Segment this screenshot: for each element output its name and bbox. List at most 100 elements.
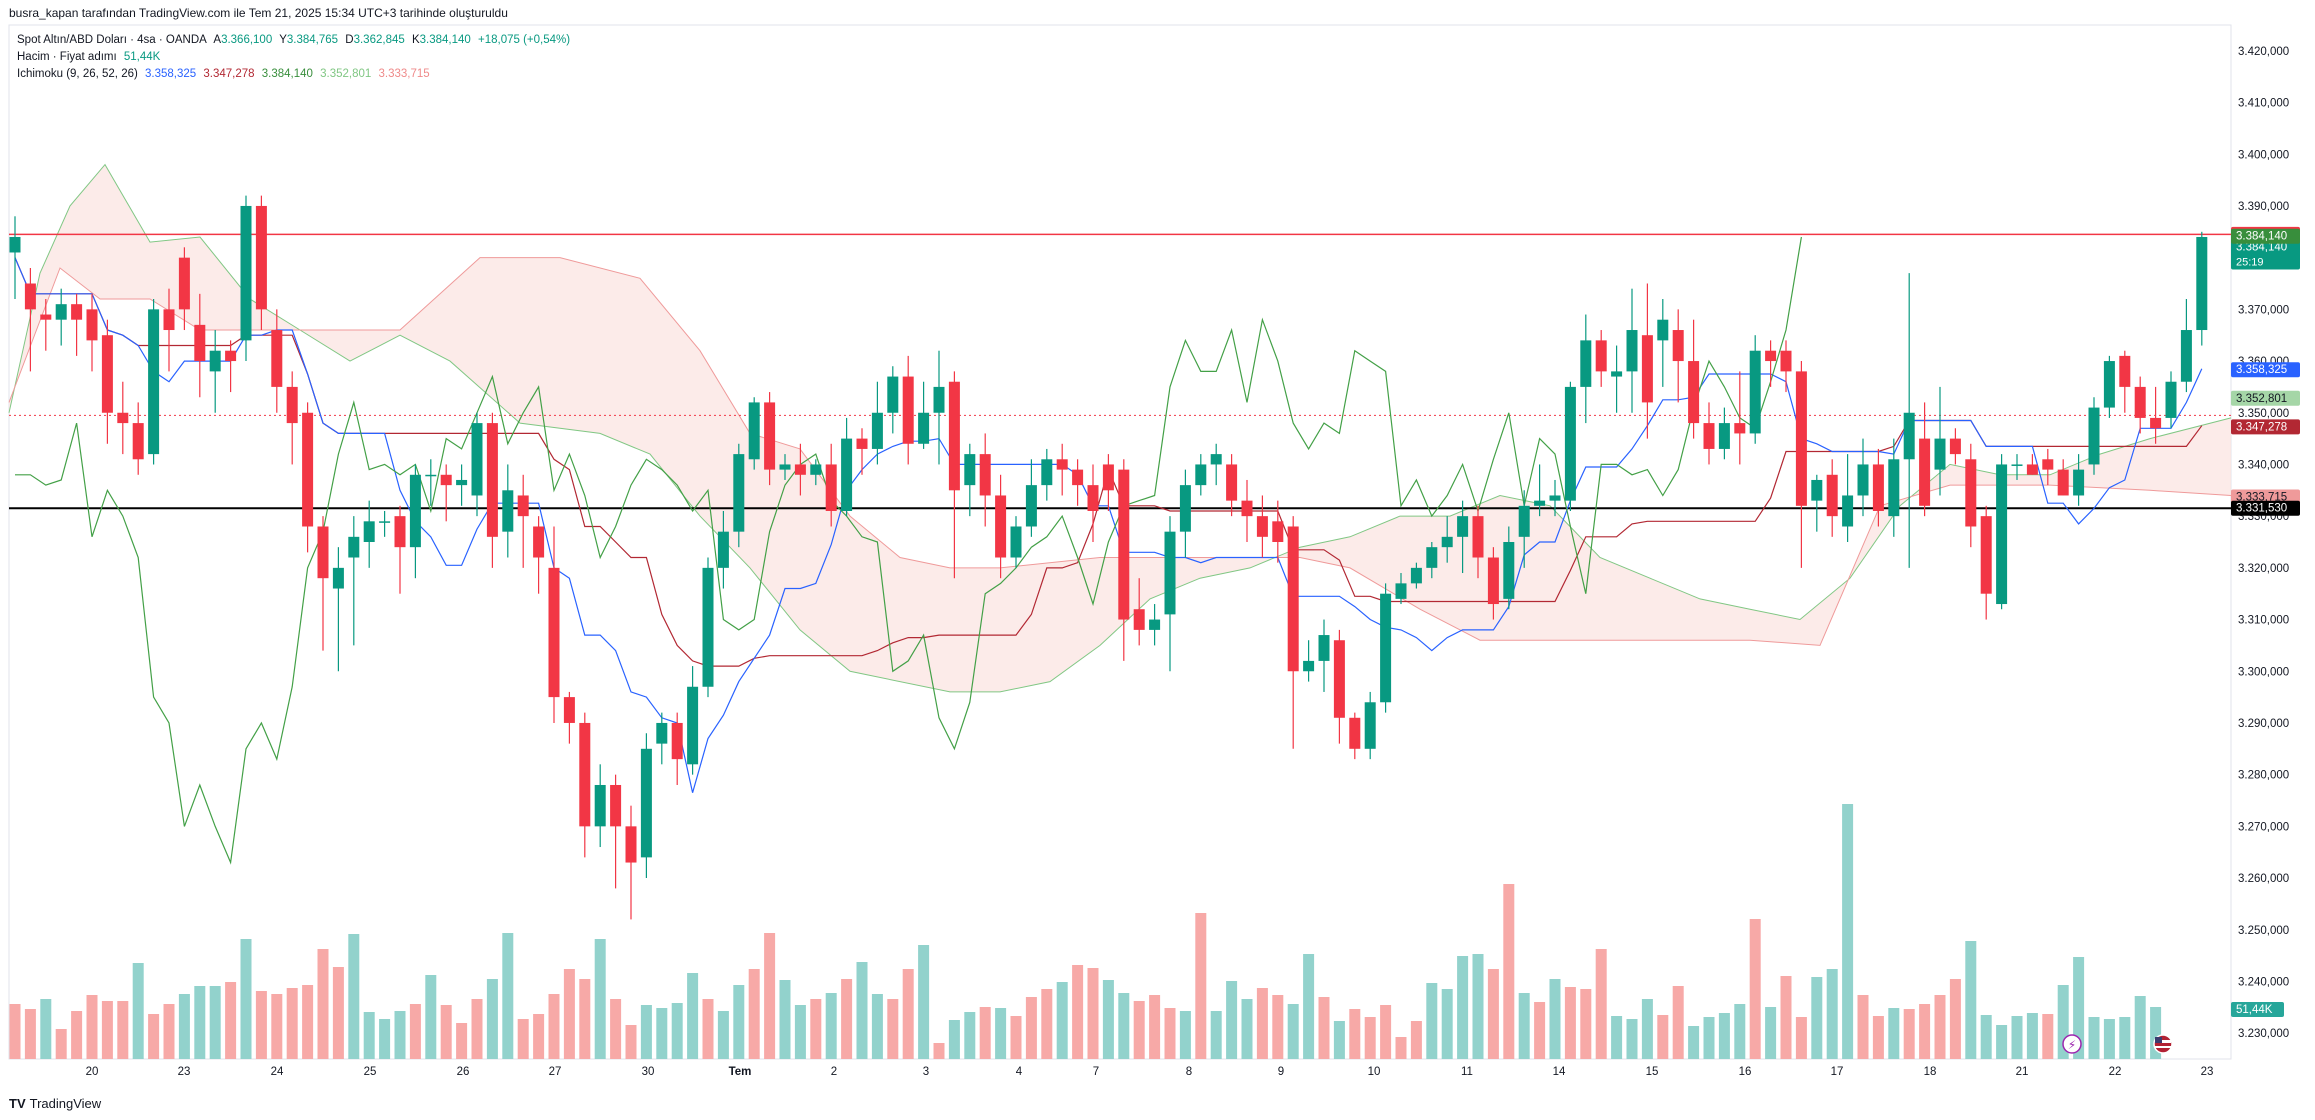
volume-bar — [1333, 1021, 1345, 1059]
candle-body — [933, 386, 945, 413]
volume-bar — [887, 999, 899, 1059]
legend-row-symbol[interactable]: Spot Altın/ABD Doları · 4sa · OANDA A3.3… — [17, 34, 574, 46]
volume-bar — [517, 1019, 529, 1059]
date-tick-label: 25 — [364, 1066, 377, 1078]
candle-body — [1457, 516, 1469, 537]
volume-bar — [717, 1011, 729, 1059]
candle-body — [964, 454, 976, 486]
volume-bar — [40, 999, 52, 1059]
volume-bar — [1226, 981, 1238, 1059]
candle-body — [2073, 469, 2085, 496]
volume-bar — [240, 939, 252, 1059]
candle-body — [1672, 330, 1684, 362]
candle-body — [2180, 330, 2192, 382]
candle-body — [1226, 464, 1238, 501]
volume-bar — [271, 994, 283, 1059]
candle-body — [594, 784, 606, 827]
volume-badge — [2231, 1002, 2284, 1017]
volume-bar — [1903, 1009, 1915, 1059]
price-tick-label: 3.410,000 — [2238, 98, 2289, 110]
price-tick-label: 3.270,000 — [2238, 821, 2289, 833]
date-tick-label: Tem — [729, 1066, 752, 1078]
candle-body — [1857, 464, 1869, 496]
price-badge — [2231, 500, 2300, 516]
volume-bar — [2042, 1014, 2054, 1059]
volume-bar — [1072, 965, 1084, 1059]
volume-bar — [810, 999, 822, 1059]
candle-body — [2119, 355, 2131, 387]
price-badge-label: 3.384,140 — [2236, 231, 2287, 243]
volume-bar — [1765, 1007, 1777, 1059]
candle-body — [1564, 386, 1576, 501]
date-tick-label: 26 — [457, 1066, 470, 1078]
candle-body — [24, 283, 36, 310]
price-badge-label: 3.333,715 — [2236, 491, 2287, 503]
price-tick-label: 3.290,000 — [2238, 718, 2289, 730]
volume-bar — [1118, 993, 1130, 1059]
volume-bar — [9, 1004, 21, 1059]
ichimoku-conversion-value: 3.358,325 — [145, 68, 197, 80]
date-tick-label: 11 — [1461, 1066, 1473, 1078]
candle-body — [1426, 547, 1438, 568]
date-tick-label: 24 — [271, 1066, 284, 1078]
volume-bar — [1318, 997, 1330, 1059]
flag-canton — [2155, 1037, 2162, 1043]
price-tick-label: 3.250,000 — [2238, 925, 2289, 937]
volume-bar — [178, 994, 190, 1059]
volume-bar — [1826, 969, 1838, 1059]
volume-bar — [1626, 1019, 1638, 1059]
volume-bar — [1996, 1025, 2008, 1059]
candle-body — [40, 314, 52, 320]
candle-body — [1087, 485, 1099, 511]
candle-body — [1718, 423, 1730, 449]
candle-body — [1903, 412, 1915, 460]
volume-bar — [2119, 1017, 2131, 1059]
candle-body — [2196, 236, 2208, 331]
ichimoku-cloud — [8, 163, 2232, 693]
candle-body — [748, 402, 760, 460]
candle-body — [1795, 371, 1807, 506]
volume-bar — [625, 1025, 637, 1059]
date-tick-label: 7 — [1093, 1066, 1099, 1078]
volume-bar — [1857, 995, 1869, 1059]
candle-body — [1811, 479, 1823, 501]
legend-row-volume[interactable]: Hacim · Fiyat adımı 51,44K — [17, 51, 164, 63]
candle-body — [1534, 500, 1546, 506]
legend-row-ichimoku[interactable]: Ichimoku (9, 26, 52, 26) 3.358,325 3.347… — [17, 68, 434, 80]
date-tick-label: 17 — [1831, 1066, 1844, 1078]
volume-bar — [1133, 1001, 1145, 1059]
candle-body — [2088, 407, 2100, 465]
volume-bar — [979, 1007, 991, 1059]
candle-body — [409, 474, 421, 548]
candle-body — [425, 474, 437, 477]
candle-body — [671, 722, 683, 760]
candle-body — [379, 521, 391, 523]
candle-body — [1580, 340, 1592, 387]
volume-bar — [286, 988, 298, 1059]
volume-bar — [933, 1043, 945, 1059]
price-tick-label: 3.370,000 — [2238, 304, 2289, 316]
volume-bar — [1949, 979, 1961, 1059]
date-tick-label: 2 — [831, 1066, 837, 1078]
candle-body — [1487, 557, 1499, 605]
candle-body — [209, 350, 221, 372]
candle-body — [1333, 640, 1345, 718]
volume-bar — [225, 982, 237, 1059]
time-axis: 20 23 24 25 26 27 30 Tem 2 3 4 7 8 9 10 11 14 15 16 17 18 21 2… — [86, 1066, 2214, 1078]
volume-bar — [1287, 1004, 1299, 1059]
volume-bar — [456, 1023, 468, 1059]
lightning-event-icon — [2062, 1034, 2082, 1054]
volume-bar — [2073, 957, 2085, 1059]
volume-bar — [902, 969, 914, 1059]
candle-body — [2042, 459, 2054, 470]
candle-body — [1056, 459, 1068, 470]
candles — [9, 195, 2208, 920]
high-label: Y — [279, 34, 287, 46]
volume-bar — [1580, 989, 1592, 1059]
candle-body — [1949, 438, 1961, 455]
volume-bar — [1457, 956, 1469, 1059]
volume-bar — [1688, 1026, 1700, 1059]
volume-bar — [1210, 1011, 1222, 1059]
tradingview-logo[interactable]: TV TradingView — [9, 1096, 101, 1111]
